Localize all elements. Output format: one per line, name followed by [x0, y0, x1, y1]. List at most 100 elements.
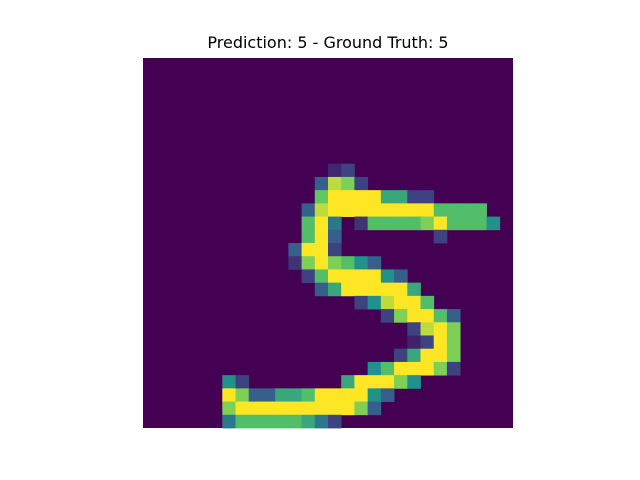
heatmap-cell — [420, 361, 435, 376]
heatmap-cell — [288, 414, 302, 429]
heatmap-cell — [446, 348, 461, 363]
heatmap-cell — [394, 216, 408, 231]
heatmap-cell — [433, 335, 448, 350]
heatmap-cell — [394, 361, 408, 376]
heatmap-cell — [328, 269, 342, 284]
heatmap-cell — [394, 190, 408, 204]
heatmap-cell — [380, 309, 395, 323]
heatmap-cell — [473, 203, 487, 217]
heatmap-cell — [341, 282, 355, 297]
heatmap-cell — [407, 216, 421, 231]
heatmap-cell — [407, 322, 421, 336]
heatmap-cell — [420, 309, 435, 323]
heatmap-cell — [420, 203, 435, 217]
heatmap-cell — [328, 229, 342, 244]
heatmap-cell — [446, 335, 461, 350]
heatmap-cell — [301, 256, 316, 270]
heatmap-cell — [235, 401, 250, 416]
heatmap-cell — [328, 176, 342, 191]
heatmap-cell — [222, 375, 236, 389]
heatmap-cell — [235, 414, 250, 429]
heatmap-cell — [394, 295, 408, 310]
heatmap-cell — [248, 388, 263, 402]
heatmap-cell — [433, 348, 448, 363]
heatmap-cell — [433, 322, 448, 336]
heatmap-cell — [420, 295, 435, 310]
heatmap-cell — [341, 401, 355, 416]
heatmap-cell — [446, 309, 461, 323]
heatmap-cell — [407, 203, 421, 217]
heatmap-cell — [301, 243, 316, 257]
heatmap-cell — [446, 216, 461, 231]
heatmap-cell — [367, 375, 382, 389]
heatmap-cell — [380, 190, 395, 204]
heatmap-cell — [380, 216, 395, 231]
heatmap-cell — [420, 216, 435, 231]
heatmap-cell — [473, 216, 487, 231]
heatmap-cell — [328, 190, 342, 204]
heatmap-cell — [328, 414, 342, 429]
heatmap-cell — [446, 203, 461, 217]
heatmap-cell — [354, 190, 369, 204]
heatmap-cell — [261, 388, 276, 402]
heatmap-cell — [367, 203, 382, 217]
heatmap-cell — [328, 388, 342, 402]
heatmap-cell — [367, 269, 382, 284]
heatmap-cell — [433, 216, 448, 231]
heatmap-cell — [222, 401, 236, 416]
heatmap-cell — [407, 190, 421, 204]
heatmap-cell — [314, 388, 329, 402]
heatmap-cell — [222, 388, 236, 402]
heatmap-cell — [354, 216, 369, 231]
heatmap-cell — [367, 282, 382, 297]
heatmap-cell — [328, 256, 342, 270]
heatmap-cell — [354, 282, 369, 297]
heatmap-cell — [275, 401, 289, 416]
heatmap-cell — [420, 335, 435, 350]
heatmap-cell — [301, 401, 316, 416]
heatmap-cell — [328, 163, 342, 178]
heatmap-cell — [407, 348, 421, 363]
heatmap-cell — [367, 401, 382, 416]
heatmap-cell — [367, 216, 382, 231]
heatmap-cell — [341, 163, 355, 178]
heatmap-cell — [433, 229, 448, 244]
heatmap-cell — [341, 256, 355, 270]
heatmap-cell — [314, 216, 329, 231]
heatmap-cell — [341, 176, 355, 191]
heatmap-cell — [301, 388, 316, 402]
heatmap-cell — [354, 256, 369, 270]
heatmap-cell — [314, 401, 329, 416]
heatmap-cell — [354, 269, 369, 284]
heatmap-cell — [354, 375, 369, 389]
heatmap-cell — [314, 243, 329, 257]
heatmap-cell — [288, 243, 302, 257]
heatmap-cell — [433, 361, 448, 376]
heatmap-cell — [341, 388, 355, 402]
heatmap-cell — [275, 388, 289, 402]
plot-title: Prediction: 5 - Ground Truth: 5 — [207, 33, 449, 52]
heatmap-cell — [380, 295, 395, 310]
heatmap-cell — [235, 388, 250, 402]
heatmap-cell — [460, 216, 474, 231]
heatmap-cell — [367, 256, 382, 270]
heatmap-cell — [407, 375, 421, 389]
heatmap-cell — [407, 361, 421, 376]
heatmap-cell — [354, 203, 369, 217]
heatmap-cell — [248, 414, 263, 429]
heatmap-cell — [394, 269, 408, 284]
heatmap-cell — [380, 203, 395, 217]
heatmap-cell — [314, 229, 329, 244]
heatmap-cell — [328, 216, 342, 231]
heatmap-cell — [314, 282, 329, 297]
heatmap-cell — [275, 414, 289, 429]
heatmap-cell — [328, 282, 342, 297]
heatmap-cell — [367, 295, 382, 310]
heatmap-cell — [288, 256, 302, 270]
heatmap-cell — [380, 361, 395, 376]
heatmap-cell — [354, 176, 369, 191]
heatmap-cell — [394, 309, 408, 323]
heatmap-cell — [248, 401, 263, 416]
